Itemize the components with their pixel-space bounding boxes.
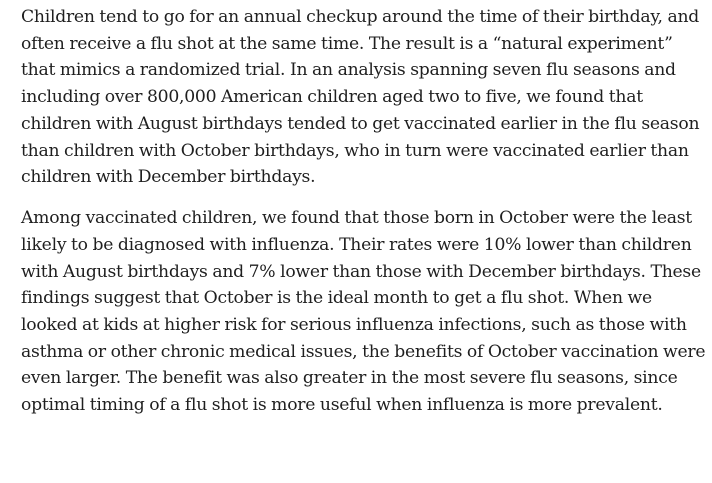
article-body: Children tend to go for an annual checku… bbox=[21, 4, 709, 419]
text-line: optimal timing of a flu shot is more use… bbox=[21, 395, 663, 416]
text-line: with August birthdays and 7% lower than … bbox=[21, 261, 701, 282]
text-line: children with August birthdays tended to… bbox=[21, 113, 700, 134]
paragraph-october-findings: Among vaccinated children, we found that… bbox=[21, 205, 709, 419]
text-line: asthma or other chronic medical issues, … bbox=[21, 341, 706, 362]
text-line: even larger. The benefit was also greate… bbox=[21, 368, 678, 389]
text-line: Among vaccinated children, we found that… bbox=[21, 208, 692, 229]
text-line: likely to be diagnosed with influenza. T… bbox=[21, 234, 692, 255]
text-line: looked at kids at higher risk for seriou… bbox=[21, 315, 687, 336]
text-line: than children with October birthdays, wh… bbox=[21, 140, 689, 161]
text-line: that mimics a randomized trial. In an an… bbox=[21, 60, 676, 81]
text-line: findings suggest that October is the ide… bbox=[21, 288, 652, 309]
text-line: Children tend to go for an annual checku… bbox=[21, 7, 700, 27]
text-line: children with December birthdays. bbox=[21, 167, 316, 188]
text-line: including over 800,000 American children… bbox=[21, 87, 643, 108]
paragraph-birthday-natural-experiment: Children tend to go for an annual checku… bbox=[21, 4, 709, 191]
text-line: often receive a flu shot at the same tim… bbox=[21, 33, 673, 54]
